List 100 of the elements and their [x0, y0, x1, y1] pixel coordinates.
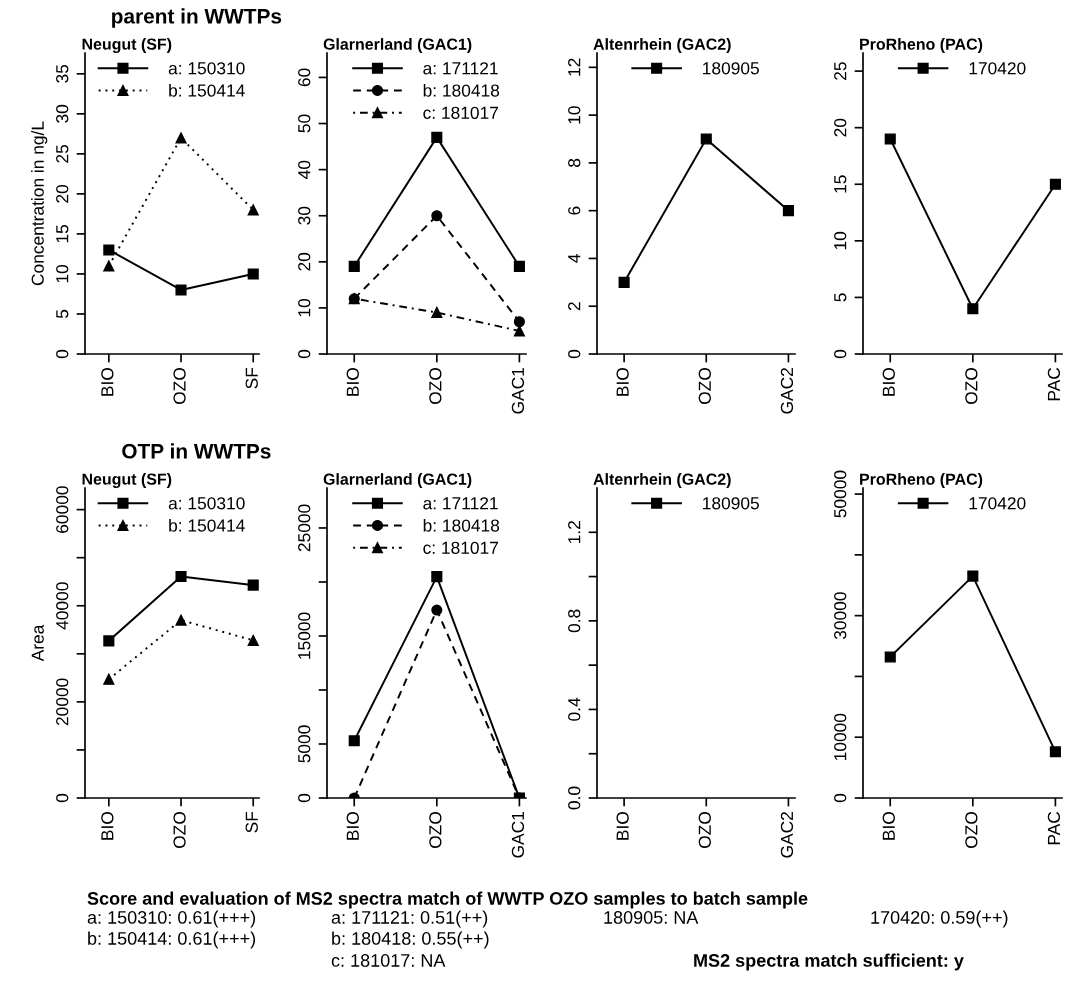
y-tick-label: 25	[834, 62, 847, 80]
y-tick-label: 25000	[298, 504, 311, 552]
x-tick-label: BIO	[101, 368, 114, 396]
x-tick-label: GAC2	[780, 368, 794, 414]
legend-label: b: 180418	[423, 83, 500, 97]
y-tick-label: 10	[298, 298, 311, 317]
x-tick-label: OZO	[698, 812, 711, 848]
x-tick-label: BIO	[346, 812, 359, 840]
text: Score and evaluation of MS2 spectra match of WWTP OZO samples to batch sample	[87, 891, 808, 909]
y-tick-label: 0.8	[568, 609, 581, 633]
y-tick-label: 0	[834, 349, 847, 359]
x-tick-label: BIO	[616, 812, 629, 840]
x-tick-label: OZO	[698, 368, 711, 404]
x-tick-label: OZO	[173, 368, 186, 404]
y-tick-label: 50	[298, 114, 311, 133]
legend-label: 170420	[969, 62, 1026, 75]
x-tick-label: SF	[245, 367, 258, 389]
chart-title: Glarnerland (GAC1)	[323, 473, 472, 488]
y-tick-label: 40000	[56, 582, 69, 630]
y-tick-label: 60000	[56, 486, 69, 533]
chart-title: Neugut (SF)	[82, 38, 172, 53]
text: b: 180418: 0.55(++)	[332, 931, 489, 949]
y-axis-title: Concentration in ng/L	[31, 121, 48, 286]
y-tick-label: 20	[56, 184, 69, 203]
text: c: 181017: NA	[331, 954, 446, 967]
y-tick-label: 4	[568, 254, 581, 263]
chart-title: ProRheno (PAC)	[860, 38, 983, 53]
y-tick-label: 10	[834, 231, 847, 250]
x-tick-label: BIO	[882, 812, 895, 840]
y-tick-label: 0	[298, 793, 311, 803]
y-tick-label: 0	[834, 793, 847, 803]
legend-label: b: 150414	[169, 83, 245, 97]
x-tick-label: OZO	[965, 812, 978, 848]
x-tick-label: BIO	[346, 368, 359, 396]
chart-title: Altenrhein (GAC2)	[593, 38, 731, 53]
y-tick-label: 10	[568, 106, 581, 124]
y-tick-label: 5	[56, 309, 69, 319]
y-tick-label: 8	[568, 158, 581, 167]
y-axis-title: Area	[31, 624, 44, 662]
legend-label: a: 150310	[168, 62, 245, 75]
y-tick-label: 15	[56, 224, 69, 243]
legend-label: b: 180418	[423, 518, 500, 532]
x-tick-label: GAC2	[780, 812, 794, 858]
legend-label: a: 171121	[423, 497, 498, 510]
y-tick-label: 30000	[834, 592, 847, 640]
text: 170420: 0.59(++)	[871, 910, 1008, 928]
y-tick-label: 10	[56, 264, 69, 283]
chart-title: Glarnerland (GAC1)	[323, 38, 472, 53]
x-tick-label: BIO	[882, 368, 895, 396]
legend-label: c: 181017	[423, 106, 498, 119]
x-tick-label: OZO	[429, 812, 442, 848]
x-tick-label: BIO	[101, 812, 114, 840]
y-tick-label: 0	[56, 793, 69, 803]
y-tick-label: 20	[834, 118, 847, 137]
y-tick-label: 2	[568, 302, 581, 311]
x-tick-label: PAC	[1047, 367, 1061, 401]
legend-label: a: 150310	[168, 497, 245, 510]
x-tick-label: OZO	[965, 368, 978, 404]
y-tick-label: 0.0	[568, 786, 581, 810]
x-tick-label: GAC1	[511, 368, 525, 414]
y-tick-label: 0	[56, 349, 69, 359]
x-tick-label: BIO	[616, 368, 629, 396]
y-tick-label: 12	[568, 58, 581, 76]
y-tick-label: 60	[298, 68, 311, 87]
legend-label: 170420	[969, 497, 1026, 510]
y-tick-label: 20000	[56, 678, 69, 726]
y-tick-label: 10000	[834, 713, 847, 761]
legend-label: c: 181017	[423, 541, 498, 554]
y-tick-label: 15000	[298, 612, 311, 659]
chart-title: Altenrhein (GAC2)	[593, 473, 731, 488]
legend-label: b: 150414	[169, 518, 245, 532]
text: MS2 spectra match sufficient: y	[694, 953, 964, 971]
legend-label: a: 171121	[423, 62, 498, 75]
y-tick-label: 15	[834, 175, 847, 193]
text: b: 150414: 0.61(+++)	[88, 931, 256, 949]
legend-label: 180905	[703, 62, 759, 75]
y-tick-label: 1.2	[568, 521, 581, 544]
y-tick-label: 0	[298, 349, 311, 359]
chart-title: Neugut (SF)	[82, 473, 172, 488]
text: parent in WWTPs	[112, 8, 282, 28]
y-tick-label: 35	[56, 64, 69, 83]
x-tick-label: OZO	[173, 812, 186, 848]
y-tick-label: 5000	[298, 725, 311, 763]
x-tick-label: PAC	[1047, 811, 1061, 845]
y-tick-label: 50000	[834, 470, 847, 518]
text: OTP in WWTPs	[122, 443, 271, 459]
y-tick-label: 0	[568, 349, 581, 359]
legend-label: 180905	[703, 497, 759, 510]
y-tick-label: 40	[298, 160, 311, 179]
y-tick-label: 30	[298, 206, 311, 225]
y-tick-label: 5	[834, 293, 847, 302]
chart-title: ProRheno (PAC)	[860, 473, 983, 488]
text: a: 171121: 0.51(++)	[331, 910, 488, 928]
text: a: 150310: 0.61(+++)	[87, 910, 256, 928]
x-tick-label: SF	[245, 811, 258, 833]
y-tick-label: 20	[298, 252, 311, 271]
x-tick-label: OZO	[429, 368, 442, 404]
x-tick-label: GAC1	[511, 812, 525, 858]
y-tick-label: 6	[568, 206, 581, 215]
y-tick-label: 30	[56, 104, 69, 123]
